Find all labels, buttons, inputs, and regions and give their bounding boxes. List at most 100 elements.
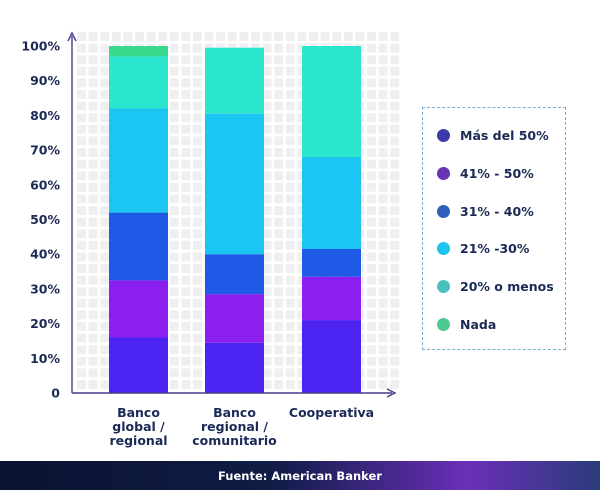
grid-tile <box>285 43 295 53</box>
grid-tile <box>367 264 376 273</box>
grid-tile <box>169 113 179 123</box>
grid-tile <box>274 43 284 53</box>
grid-tile <box>390 101 400 111</box>
grid-tile <box>378 43 388 53</box>
grid-tile <box>193 43 202 53</box>
grid-tile <box>274 90 284 99</box>
grid-tile <box>378 333 388 343</box>
grid-tile <box>378 194 388 204</box>
grid-tile <box>262 148 272 157</box>
y-tick-label: 30% <box>30 281 60 296</box>
legend-item: Más del 50% <box>437 128 549 143</box>
grid-tile <box>169 217 179 227</box>
grid-tile <box>193 194 202 204</box>
grid-tile <box>100 217 110 227</box>
grid-tile <box>181 252 191 262</box>
grid-tile <box>100 380 110 389</box>
bar-segment <box>109 56 168 109</box>
grid-tile <box>169 368 179 378</box>
grid-tile <box>285 345 295 355</box>
grid-tile <box>77 380 86 389</box>
grid-tile <box>181 55 191 65</box>
grid-tile <box>262 43 272 53</box>
grid-tile <box>390 148 400 157</box>
grid-tile <box>181 380 191 389</box>
grid-tile <box>204 32 214 41</box>
grid-tile <box>181 113 191 123</box>
grid-tile <box>169 252 179 262</box>
grid-tile <box>274 275 284 285</box>
grid-tile <box>100 206 110 215</box>
grid-tile <box>77 264 86 273</box>
grid-tile <box>77 113 86 123</box>
grid-tile <box>181 148 191 157</box>
grid-tile <box>193 66 202 76</box>
grid-tile <box>378 124 388 134</box>
grid-tile <box>227 32 237 41</box>
grid-tile <box>169 345 179 355</box>
grid-tile <box>367 136 376 146</box>
grid-tile <box>216 32 226 41</box>
grid-tile <box>169 333 179 343</box>
grid-tile <box>285 333 295 343</box>
grid-tile <box>77 252 86 262</box>
grid-tile <box>88 113 98 123</box>
grid-tile <box>285 113 295 123</box>
bar-segment <box>205 342 264 393</box>
grid-tile <box>77 356 86 366</box>
grid-tile <box>181 229 191 239</box>
grid-tile <box>378 90 388 99</box>
grid-tile <box>88 333 98 343</box>
grid-tile <box>378 113 388 123</box>
bar-segment <box>109 280 168 338</box>
grid-tile <box>274 298 284 308</box>
grid-tile <box>193 333 202 343</box>
grid-tile <box>88 194 98 204</box>
y-tick-label: 90% <box>30 73 60 88</box>
grid-tile <box>367 113 376 123</box>
grid-tile <box>367 333 376 343</box>
grid-tile <box>262 136 272 146</box>
grid-tile <box>274 113 284 123</box>
grid-tile <box>88 182 98 192</box>
grid-tile <box>181 78 191 88</box>
grid-tile <box>88 229 98 239</box>
grid-tile <box>378 356 388 366</box>
grid-tile <box>274 194 284 204</box>
grid-tile <box>88 101 98 111</box>
grid-tile <box>390 182 400 192</box>
grid-tile <box>378 264 388 273</box>
grid-tile <box>390 55 400 65</box>
grid-tile <box>285 171 295 181</box>
grid-tile <box>88 136 98 146</box>
grid-tile <box>285 264 295 273</box>
grid-tile <box>262 182 272 192</box>
grid-tile <box>262 194 272 204</box>
grid-tile <box>193 32 202 41</box>
grid-tile <box>367 43 376 53</box>
grid-tile <box>390 356 400 366</box>
grid-tile <box>77 101 86 111</box>
bar-segment <box>205 47 264 114</box>
grid-tile <box>367 55 376 65</box>
grid-tile <box>274 32 284 41</box>
x-category-label: Cooperativa <box>289 405 374 420</box>
grid-tile <box>274 136 284 146</box>
legend-label: 21% -30% <box>460 241 530 257</box>
x-category-label: regional <box>109 433 167 448</box>
bar-segment <box>109 108 168 213</box>
grid-tile <box>390 240 400 250</box>
grid-tile <box>100 171 110 181</box>
grid-tile <box>367 298 376 308</box>
grid-tile <box>378 380 388 389</box>
grid-tile <box>285 32 295 41</box>
grid-tile <box>181 217 191 227</box>
grid-tile <box>285 101 295 111</box>
grid-tile <box>378 252 388 262</box>
grid-tile <box>390 124 400 134</box>
grid-tile <box>378 206 388 215</box>
grid-tile <box>274 124 284 134</box>
grid-tile <box>169 90 179 99</box>
y-tick-label: 60% <box>30 177 60 192</box>
grid-tile <box>262 90 272 99</box>
